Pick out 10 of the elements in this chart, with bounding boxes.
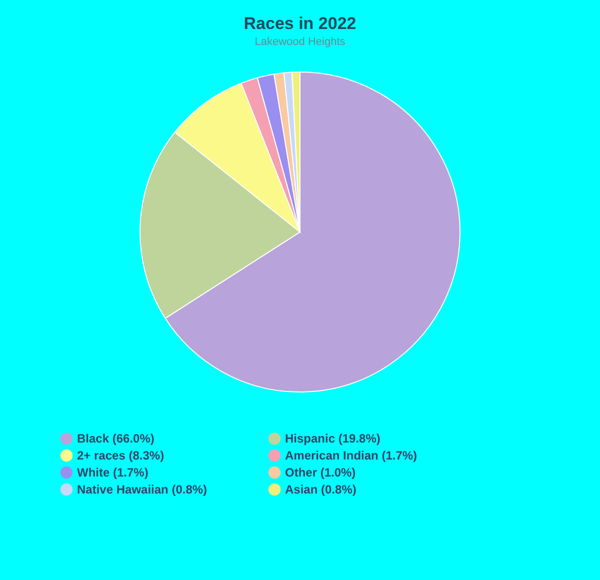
legend-label: Asian (0.8%)	[285, 482, 356, 496]
legend-label: 2+ races (8.3%)	[77, 448, 164, 462]
legend-label: Other (1.0%)	[285, 466, 356, 480]
chart-title: Races in 2022	[244, 14, 356, 33]
legend-label: Hispanic (19.8%)	[285, 432, 380, 446]
legend-label: American Indian (1.7%)	[285, 448, 418, 462]
legend-label: Native Hawaiian (0.8%)	[77, 482, 208, 496]
legend-label: Black (66.0%)	[77, 432, 154, 446]
legend-label: White (1.7%)	[77, 466, 148, 480]
chart-subtitle: Lakewood Heights	[254, 36, 346, 48]
